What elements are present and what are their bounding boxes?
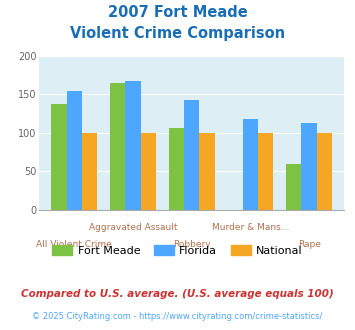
Bar (125, 82, 141, 210)
Text: © 2025 CityRating.com - https://www.cityrating.com/crime-statistics/: © 2025 CityRating.com - https://www.city… (32, 312, 323, 321)
Bar (317, 133, 332, 210)
Text: All Violent Crime: All Violent Crime (37, 240, 112, 249)
Bar (169, 128, 184, 210)
Bar (243, 119, 258, 210)
Text: Aggravated Assault: Aggravated Assault (89, 223, 177, 232)
Bar (258, 133, 273, 210)
Bar (286, 163, 301, 210)
Text: Compared to U.S. average. (U.S. average equals 100): Compared to U.S. average. (U.S. average … (21, 289, 334, 299)
Text: Robbery: Robbery (173, 240, 211, 249)
Bar (184, 100, 200, 210)
Bar (301, 123, 317, 210)
Bar (51, 104, 67, 210)
Bar (110, 83, 125, 210)
Bar (141, 133, 156, 210)
Text: Rape: Rape (298, 240, 321, 249)
Text: Murder & Mans...: Murder & Mans... (212, 223, 289, 232)
Text: 2007 Fort Meade: 2007 Fort Meade (108, 5, 247, 20)
Text: Violent Crime Comparison: Violent Crime Comparison (70, 26, 285, 41)
Bar (82, 133, 97, 210)
Bar (67, 91, 82, 210)
Legend: Fort Meade, Florida, National: Fort Meade, Florida, National (48, 241, 307, 260)
Bar (200, 133, 214, 210)
